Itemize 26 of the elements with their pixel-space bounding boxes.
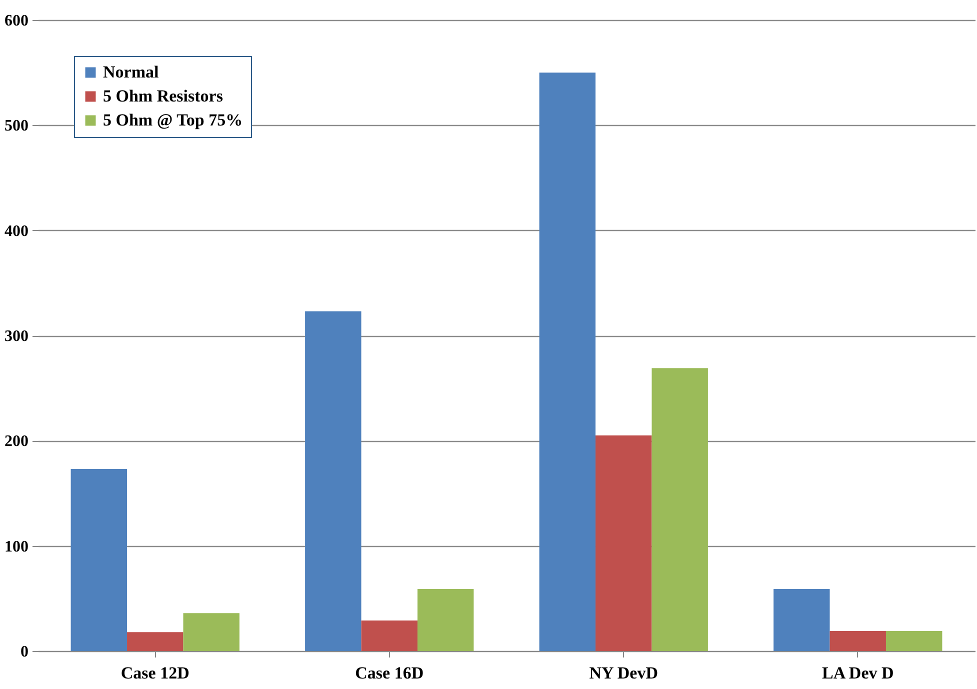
legend-label: 5 Ohm Resistors (103, 86, 224, 106)
x-tick-label: NY DevD (589, 664, 658, 682)
y-tick-label: 100 (4, 538, 28, 556)
x-tick-label: Case 12D (120, 664, 190, 682)
bar (886, 631, 942, 651)
bar (183, 613, 240, 651)
bar (774, 588, 830, 651)
legend-label: Normal (103, 62, 159, 82)
bar (652, 368, 708, 651)
bar (830, 631, 886, 651)
bar (539, 72, 596, 651)
y-tick-label: 600 (4, 12, 28, 30)
x-tick-label: LA Dev D (822, 664, 894, 682)
bar (305, 311, 362, 651)
y-tick-label: 200 (4, 433, 28, 450)
x-tick-label: Case 16D (355, 664, 424, 682)
bar (361, 620, 418, 651)
y-tick-label: 0 (20, 644, 28, 660)
legend-label: 5 Ohm @ Top 75% (103, 110, 243, 130)
bar (596, 435, 652, 651)
y-tick-label: 400 (4, 222, 28, 240)
bar (70, 469, 128, 651)
bar (417, 588, 474, 651)
bar (127, 632, 184, 651)
y-tick-label: 500 (4, 118, 28, 135)
y-tick-label: 300 (4, 328, 28, 345)
